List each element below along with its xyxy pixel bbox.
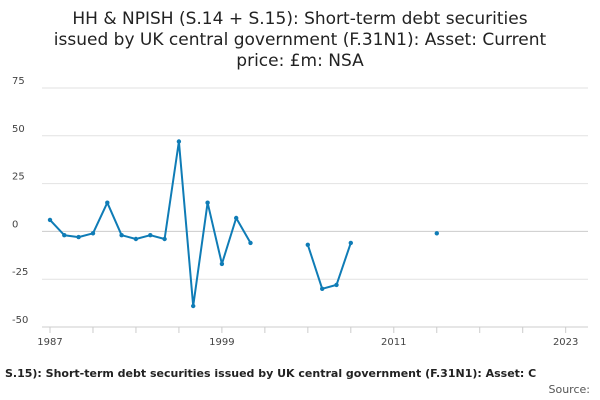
y-tick-label: 0 [12,219,18,230]
data-point[interactable] [248,240,253,246]
data-point[interactable] [76,234,81,240]
data-point[interactable] [205,200,210,205]
x-axis: 1987 1999 2011 2023 [37,326,588,348]
series-points [47,139,439,309]
data-point[interactable] [348,240,353,246]
chart-caption: S.15): Short-term debt securities issued… [5,367,536,380]
x-tick-label: 1999 [209,337,234,348]
data-point[interactable] [320,286,325,291]
y-tick-label: 75 [12,76,25,87]
series-line [49,140,352,307]
chart-title-line: issued by UK central government (F.31N1)… [54,30,547,50]
y-tick-label: 50 [12,124,25,135]
data-point[interactable] [47,217,53,223]
x-tick-label: 2023 [553,337,578,348]
x-tick-label: 1987 [37,337,62,348]
chart-title-line: price: £m: NSA [236,51,364,71]
data-point[interactable] [162,236,167,242]
x-tick-label: 2011 [381,337,406,348]
data-point[interactable] [133,236,139,242]
data-point[interactable] [219,261,225,267]
data-point[interactable] [334,282,339,288]
y-tick-label: 25 [12,172,25,183]
data-point[interactable] [90,231,96,236]
data-point[interactable] [105,200,110,205]
chart-title: HH & NPISH (S.14 + S.15): Short-term deb… [54,9,547,71]
y-tick-label: -25 [12,267,28,278]
series-line-segment [49,140,252,307]
data-point[interactable] [191,303,196,309]
data-point[interactable] [62,233,67,238]
data-point[interactable] [176,139,182,144]
chart-title-line: HH & NPISH (S.14 + S.15): Short-term deb… [72,9,527,29]
data-point[interactable] [148,233,153,238]
data-point[interactable] [234,215,239,221]
data-point[interactable] [434,231,439,236]
data-point[interactable] [305,242,310,247]
source-label: Source: [549,383,591,396]
series-line-segment [306,241,352,290]
data-point[interactable] [119,233,124,238]
y-axis: 75 50 25 0 -25 -50 [12,76,28,326]
gridlines [42,87,588,328]
y-tick-label: -50 [12,315,28,326]
